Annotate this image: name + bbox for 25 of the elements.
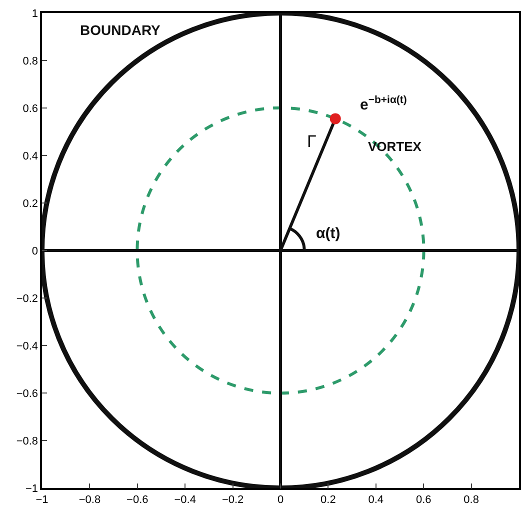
y-tick-label: 0.4	[22, 150, 38, 162]
annotation: BOUNDARY	[80, 22, 162, 38]
x-tick-label: 0.2	[320, 494, 336, 506]
x-tick-label: −0.4	[174, 494, 196, 506]
annotation: e$^{−b+iα(t)}$	[360, 94, 407, 114]
y-tick-label: −0.2	[16, 292, 38, 305]
x-tick-label: −0.8	[78, 494, 101, 506]
x-tick-label: 0.8	[464, 494, 479, 506]
annotation: Γ	[307, 132, 316, 151]
x-tick-label: 0	[277, 494, 284, 506]
y-tick-label: −0.4	[16, 340, 38, 352]
y-tick-label: 0.6	[22, 102, 38, 115]
x-tick-label: −0.6	[126, 494, 148, 506]
annotation: VORTEX	[368, 139, 422, 154]
y-tick-label: −1	[26, 482, 38, 495]
x-tick-label: −0.2	[222, 494, 244, 506]
y-tick-label: −0.8	[16, 435, 38, 448]
y-tick-label: 1	[32, 8, 38, 20]
annotation: α(t)	[316, 225, 340, 242]
y-tick-label: 0.8	[22, 55, 38, 68]
y-tick-label: −0.6	[16, 388, 38, 400]
x-tick-label: 0.4	[368, 494, 384, 506]
y-tick-label: 0	[32, 245, 38, 258]
y-tick-label: 0.2	[22, 198, 38, 210]
x-tick-label: 0.6	[416, 494, 432, 506]
